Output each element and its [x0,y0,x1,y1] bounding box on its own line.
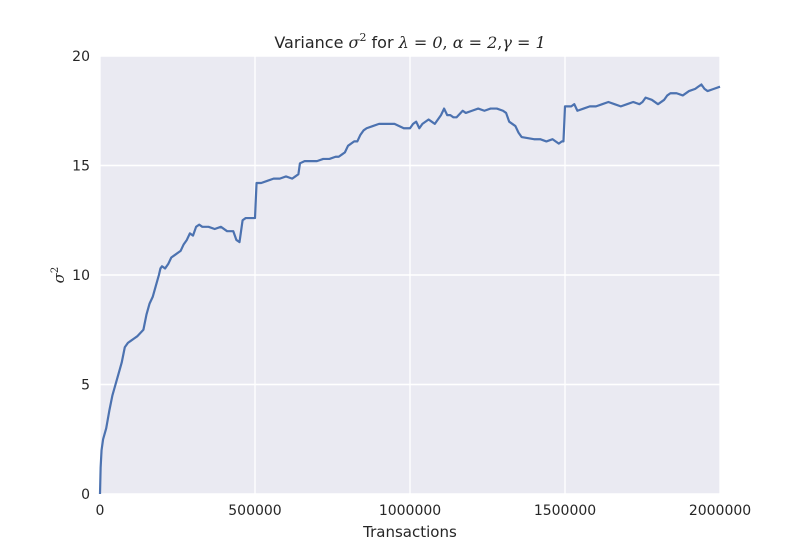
y-tick-label: 5 [81,378,90,394]
x-tick-label: 2000000 [689,503,751,519]
y-axis-label: σ2 [50,267,68,284]
x-tick-label: 1000000 [379,503,441,519]
x-axis-label: Transactions [362,523,457,541]
y-tick-label: 15 [72,159,90,175]
y-tick-labels: 0 5 10 15 20 [72,49,90,503]
y-tick-label: 0 [81,487,90,503]
x-tick-label: 0 [96,503,105,519]
y-tick-label: 20 [72,49,90,65]
x-tick-labels: 0 500000 1000000 1500000 2000000 [96,503,752,519]
chart-title: Variance σ2 for λ = 0, α = 2,γ = 1 [274,31,545,52]
series-line [98,83,721,495]
x-tick-label: 1500000 [534,503,596,519]
y-tick-label: 10 [72,268,90,284]
x-tick-label: 500000 [228,503,281,519]
